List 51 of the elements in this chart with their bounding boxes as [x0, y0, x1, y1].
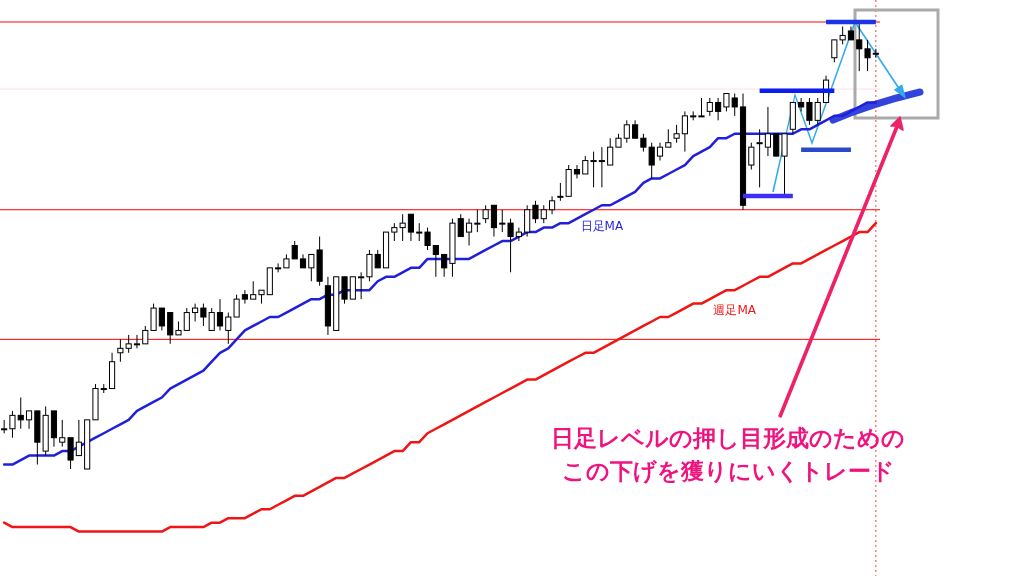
candlestick — [773, 133, 780, 157]
candlestick — [158, 307, 165, 331]
candlestick — [366, 249, 373, 282]
candlestick — [507, 218, 514, 273]
candlestick — [806, 97, 813, 126]
candlestick — [465, 218, 473, 246]
candlestick — [798, 97, 805, 112]
candlestick — [25, 410, 33, 430]
candlestick — [532, 200, 539, 224]
candlestick — [349, 276, 356, 300]
series-label: 日足MA — [580, 219, 624, 234]
candlestick — [67, 437, 74, 470]
candlestick — [75, 419, 82, 457]
candlestick — [598, 146, 605, 188]
candlestick — [474, 209, 481, 233]
candlestick — [275, 262, 282, 273]
candlestick — [457, 213, 464, 238]
candlestick — [441, 253, 448, 278]
candlestick — [499, 209, 506, 233]
candlestick — [748, 142, 755, 171]
candlestick — [133, 334, 141, 349]
candlestick — [341, 276, 348, 305]
candlestick — [490, 204, 498, 238]
candlestick — [524, 204, 531, 238]
candlestick — [59, 419, 66, 448]
candlestick — [856, 21, 863, 72]
candlestick — [781, 133, 788, 197]
candlestick — [864, 39, 871, 72]
candlestick — [358, 271, 365, 300]
candlestick — [424, 227, 431, 251]
candlestick — [17, 396, 24, 430]
candlestick — [814, 97, 821, 126]
candlestick — [167, 312, 174, 345]
candlestick — [623, 119, 630, 144]
candlestick — [192, 303, 199, 322]
candlestick — [573, 164, 581, 179]
candlestick — [756, 128, 763, 188]
candlestick — [698, 97, 705, 118]
candlestick — [432, 245, 439, 278]
candlestick — [607, 137, 614, 166]
candlestick — [515, 227, 522, 242]
candlestick — [9, 410, 16, 439]
candlestick — [681, 110, 688, 153]
candlestick — [764, 106, 771, 157]
candlestick — [183, 307, 190, 331]
annotation: 日足レベルの押し目形成のためのこの下げを獲りにいくトレード — [551, 425, 905, 484]
candlestick — [407, 213, 415, 242]
series-label: 週足MA — [713, 303, 757, 318]
candlestick — [715, 97, 722, 121]
candlestick — [216, 298, 224, 331]
candlestick — [241, 289, 248, 305]
